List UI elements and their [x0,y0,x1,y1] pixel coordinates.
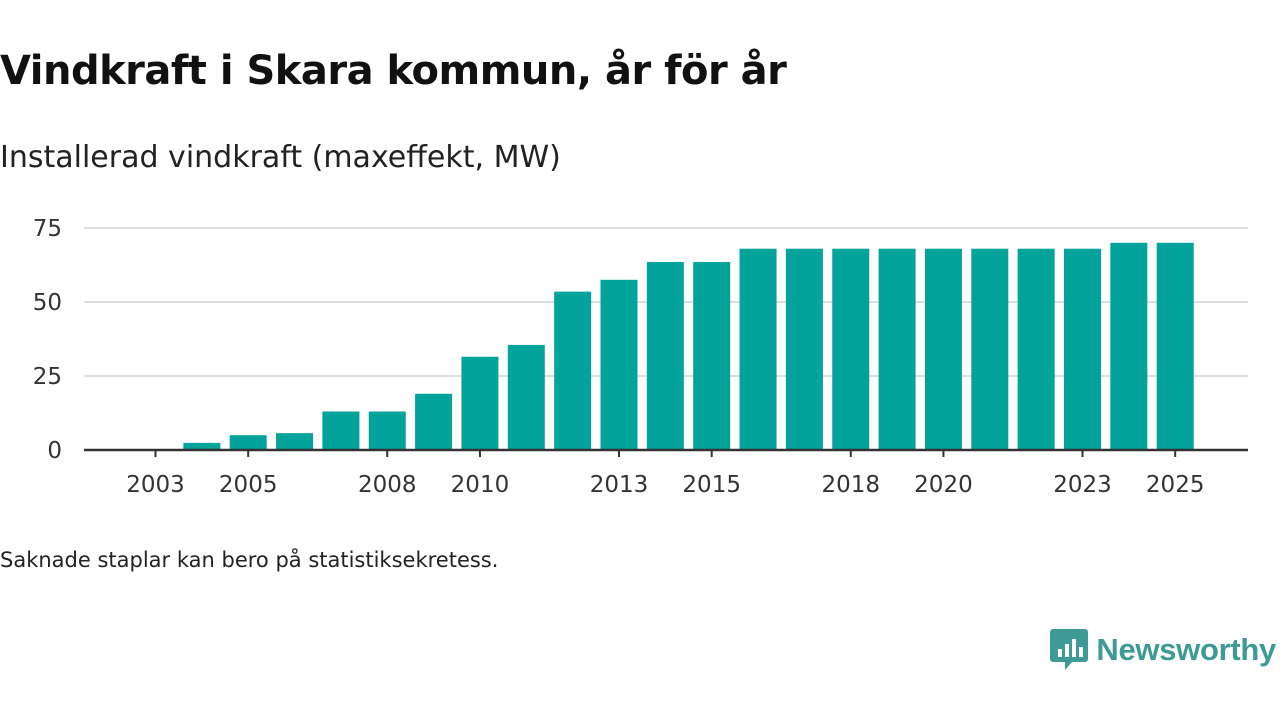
x-tick-label: 2008 [358,472,417,498]
bar-2010 [461,356,499,450]
y-tick-label: 0 [47,438,62,464]
bar-2005 [229,435,267,450]
x-tick-label: 2003 [126,472,185,498]
bar-2011 [507,344,545,450]
x-tick-label: 2010 [451,472,510,498]
x-tick-label: 2018 [821,472,880,498]
bar-2015 [693,262,731,450]
bar-2013 [600,279,638,450]
bar-2012 [554,291,592,450]
bar-2004 [183,442,221,450]
bar-2009 [415,393,453,450]
y-tick-label: 25 [33,364,62,390]
x-tick-label: 2013 [590,472,649,498]
bar-2023 [1064,248,1101,450]
x-tick-label: 2020 [914,472,973,498]
bar-2006 [276,433,314,450]
y-tick-label: 75 [33,216,62,242]
brand-name: Newsworthy [1096,632,1276,667]
bar-2016 [739,248,777,450]
bar-chart: 0 25 50 75 2003 2005 2008 2010 2013 2015 2018 2020 2… [33,216,1248,498]
bar-2021 [971,248,1009,450]
x-tick-label: 2025 [1146,472,1205,498]
bar-2014 [646,262,684,450]
bars [183,242,1194,450]
chart-subtitle: Installerad vindkraft (maxeffekt, MW) [0,140,561,175]
chart-title: Vindkraft i Skara kommun, år för år [0,48,787,94]
bar-2020 [924,248,962,450]
footnote: Saknade staplar kan bero på statistiksek… [0,548,499,572]
newsworthy-logo-icon [1050,629,1089,670]
bar-2018 [832,248,870,450]
newsworthy-logo: Newsworthy [1050,628,1276,672]
x-tick-label: 2005 [219,472,278,498]
bar-2025 [1156,242,1194,450]
bar-2007 [322,411,360,450]
bar-2008 [368,411,406,450]
bar-2019 [878,248,916,450]
x-tick-label: 2015 [682,472,741,498]
x-tick-label: 2023 [1053,472,1112,498]
bar-2024 [1110,242,1148,450]
bar-2022 [1017,248,1055,450]
axes: 0 25 50 75 2003 2005 2008 2010 2013 2015 2018 2020 2… [33,216,1248,498]
y-tick-label: 50 [33,290,62,316]
bar-2017 [785,248,823,450]
